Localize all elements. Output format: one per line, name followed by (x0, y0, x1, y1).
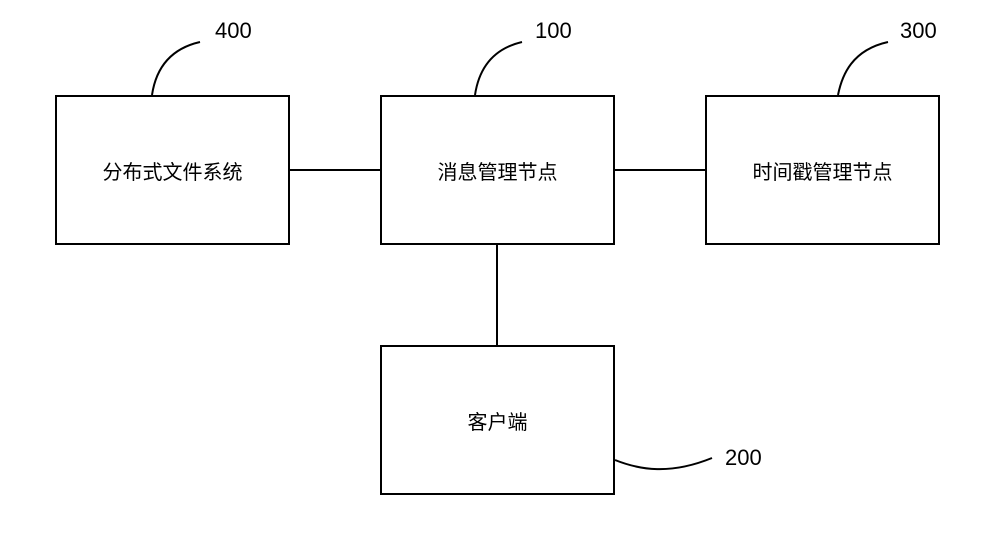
lead-400 (152, 42, 200, 95)
lead-100 (475, 42, 522, 95)
lead-300 (838, 42, 888, 95)
lead-200 (615, 458, 712, 469)
lead-lines (0, 0, 1000, 540)
